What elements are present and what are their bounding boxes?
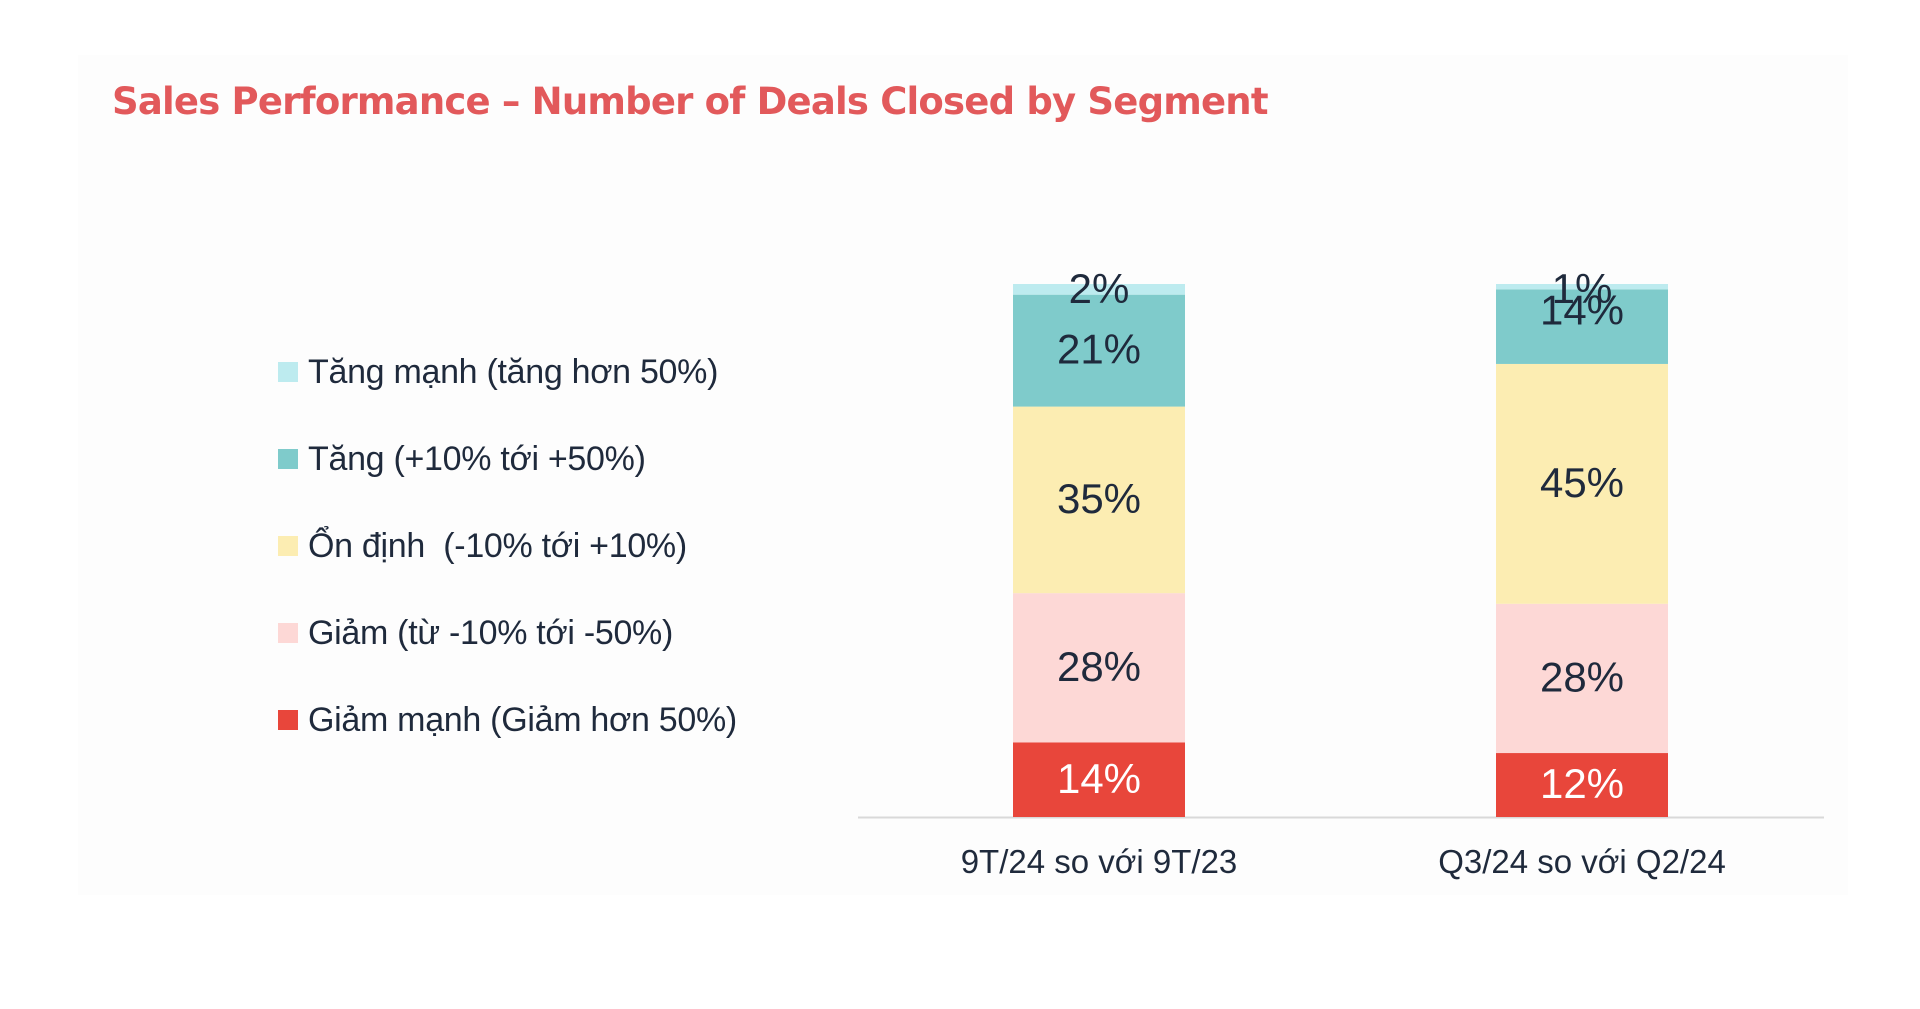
bar-segment bbox=[1013, 593, 1185, 743]
legend-label: Ổn định (-10% tới +10%) bbox=[308, 526, 687, 565]
chart-title: Sales Performance – Number of Deals Clos… bbox=[112, 80, 1269, 123]
bar-segment bbox=[1013, 406, 1185, 594]
legend: Tăng mạnh (tăng hơn 50%) Tăng (+10% tới … bbox=[278, 352, 737, 787]
legend-swatch bbox=[278, 623, 298, 643]
legend-label: Giảm mạnh (Giảm hơn 50%) bbox=[308, 700, 737, 739]
category-label: 9T/24 so với 9T/23 bbox=[961, 843, 1238, 880]
legend-swatch bbox=[278, 536, 298, 556]
bar-segment bbox=[1496, 284, 1668, 290]
bar-segment bbox=[1496, 603, 1668, 754]
legend-swatch bbox=[278, 449, 298, 469]
bar-segment bbox=[1496, 289, 1668, 364]
bar-value-label: 28% bbox=[1057, 643, 1141, 690]
bar-value-label: 12% bbox=[1540, 760, 1624, 807]
bar-value-label: 14% bbox=[1057, 755, 1141, 802]
bar-value-label: 2% bbox=[1069, 265, 1130, 312]
bar-value-label: 35% bbox=[1057, 475, 1141, 522]
legend-item-giam: Giảm (từ -10% tới -50%) bbox=[278, 613, 737, 653]
bar-value-label: 28% bbox=[1540, 654, 1624, 701]
legend-label: Tăng (+10% tới +50%) bbox=[308, 439, 646, 478]
bar-value-label: 1% bbox=[1552, 265, 1613, 312]
bar-value-label: 21% bbox=[1057, 326, 1141, 373]
bar-segment bbox=[1013, 742, 1185, 817]
legend-label: Giảm (từ -10% tới -50%) bbox=[308, 613, 674, 652]
bar-segment bbox=[1496, 363, 1668, 604]
bar-segment bbox=[1013, 284, 1185, 295]
legend-item-tang-manh: Tăng mạnh (tăng hơn 50%) bbox=[278, 352, 737, 392]
legend-swatch bbox=[278, 362, 298, 382]
legend-item-giam-manh: Giảm mạnh (Giảm hơn 50%) bbox=[278, 700, 737, 740]
bar-value-label: 45% bbox=[1540, 459, 1624, 506]
legend-label: Tăng mạnh (tăng hơn 50%) bbox=[308, 352, 719, 391]
legend-swatch bbox=[278, 710, 298, 730]
legend-item-tang: Tăng (+10% tới +50%) bbox=[278, 439, 737, 479]
bar-value-label: 14% bbox=[1540, 286, 1624, 333]
bar-segment bbox=[1013, 294, 1185, 407]
category-label: Q3/24 so với Q2/24 bbox=[1438, 843, 1726, 880]
legend-item-on-dinh: Ổn định (-10% tới +10%) bbox=[278, 526, 737, 566]
bar-segment bbox=[1496, 753, 1668, 817]
